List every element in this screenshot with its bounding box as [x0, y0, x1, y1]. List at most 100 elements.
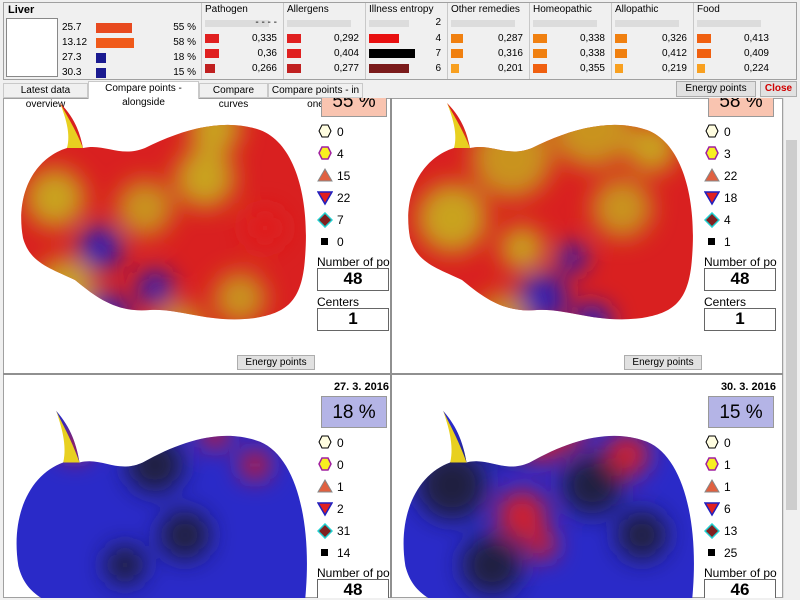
point-count: 31	[337, 524, 351, 538]
category-top: 2	[435, 17, 441, 28]
point-icon	[705, 457, 719, 471]
liver-tip	[447, 103, 470, 148]
column-separator	[447, 3, 448, 79]
percent-badge: 15 %	[708, 396, 774, 428]
row-bar	[96, 23, 132, 33]
points-label: Number of poi	[317, 255, 390, 269]
tab[interactable]: Compare curves	[199, 83, 268, 110]
point-count: 1	[724, 458, 731, 472]
organ-title: Liver	[8, 4, 35, 16]
heat-blob	[105, 545, 145, 585]
category-bar	[615, 64, 623, 73]
category-title: Food	[697, 4, 720, 15]
icon-shape	[318, 435, 332, 449]
column-separator	[283, 3, 284, 79]
category-bar	[205, 49, 219, 58]
category-value: 4	[435, 33, 441, 44]
row-value: 27.3	[62, 52, 82, 63]
tab[interactable]: Compare points - in one	[268, 83, 363, 110]
date: 30. 3. 2016	[720, 381, 776, 393]
point-count: 22	[337, 191, 351, 205]
point-count: 7	[337, 213, 344, 227]
heat-blob	[497, 490, 547, 540]
category-value: 0,292	[333, 33, 359, 44]
point-icon	[317, 502, 333, 517]
icon-shape	[705, 124, 719, 138]
point-count: 25	[724, 546, 738, 560]
energy-points-button[interactable]: Energy points	[676, 81, 756, 97]
category-value: 0,338	[579, 33, 605, 44]
point-icon	[318, 457, 332, 471]
scroll-thumb[interactable]	[786, 140, 797, 510]
close-button[interactable]: Close	[760, 81, 797, 97]
point-icon	[708, 238, 715, 245]
point-count: 13	[724, 524, 738, 538]
heat-blob	[160, 510, 210, 560]
row-percent: 55 %	[173, 22, 196, 33]
scrollbar[interactable]	[783, 98, 798, 598]
category-value: 0,404	[333, 48, 359, 59]
gray-bar	[451, 20, 515, 27]
icon-shape	[318, 124, 332, 138]
icon-shape	[704, 479, 720, 493]
row-percent: 58 %	[173, 37, 196, 48]
category-title: Pathogen	[205, 4, 248, 15]
heat-blob	[189, 103, 241, 154]
category-value: 0,316	[497, 48, 523, 59]
category-value: 0,409	[743, 48, 769, 59]
row-value: 30.3	[62, 67, 82, 78]
centers-label: Centers	[704, 295, 747, 309]
icon-shape	[317, 168, 333, 182]
energy-points-button[interactable]: Energy points	[237, 355, 315, 370]
tab[interactable]: Latest data overview	[3, 83, 88, 110]
points-label: Number of poi	[704, 566, 777, 580]
point-count: 18	[724, 191, 738, 205]
icon-shape	[704, 502, 720, 517]
point-icon	[704, 523, 720, 539]
point-icon	[704, 212, 720, 228]
heat-blob	[524, 427, 560, 463]
heat-blob	[627, 123, 677, 173]
heat-blob	[214, 272, 266, 320]
point-icon	[317, 168, 333, 182]
point-icon	[704, 502, 720, 517]
column-separator	[529, 3, 530, 79]
point-icon	[704, 168, 720, 182]
heat-blob	[592, 178, 652, 238]
icon-shape	[321, 238, 328, 245]
gray-bar	[205, 20, 269, 27]
points-value: 48	[317, 268, 389, 291]
percent-badge: 58 %	[708, 98, 774, 117]
compare-panel: 58 % 0 3 22 18 4 1 Number of poi 48 Centers 1 Energ…	[392, 98, 777, 371]
category-value: 0,412	[661, 48, 687, 59]
point-icon	[708, 549, 715, 556]
icon-shape	[317, 191, 333, 206]
category-value: 0,338	[579, 48, 605, 59]
point-count: 1	[724, 480, 731, 494]
row-bar	[96, 53, 106, 63]
points-value: 48	[317, 579, 389, 598]
point-count: 0	[337, 436, 344, 450]
icon-shape	[317, 523, 333, 539]
gray-bar	[287, 20, 351, 27]
heat-blob	[562, 455, 622, 515]
point-icon	[321, 549, 328, 556]
row-percent: 18 %	[173, 52, 196, 63]
centers-value: 1	[704, 308, 776, 331]
heat-blob	[35, 258, 95, 318]
category-bar	[369, 34, 399, 43]
heat-blob	[137, 270, 173, 306]
energy-points-button[interactable]: Energy points	[624, 355, 702, 370]
category-title: Allopathic	[615, 4, 659, 15]
point-count: 0	[337, 235, 344, 249]
category-bar	[205, 64, 215, 73]
point-icon	[705, 146, 719, 160]
icon-shape	[317, 479, 333, 493]
row-value: 25.7	[62, 22, 82, 33]
point-count: 3	[724, 147, 731, 161]
point-count: 6	[724, 502, 731, 516]
category-bar	[615, 49, 627, 58]
tab[interactable]: Compare points - alongside	[88, 81, 199, 108]
category-value: 0,201	[497, 63, 523, 74]
